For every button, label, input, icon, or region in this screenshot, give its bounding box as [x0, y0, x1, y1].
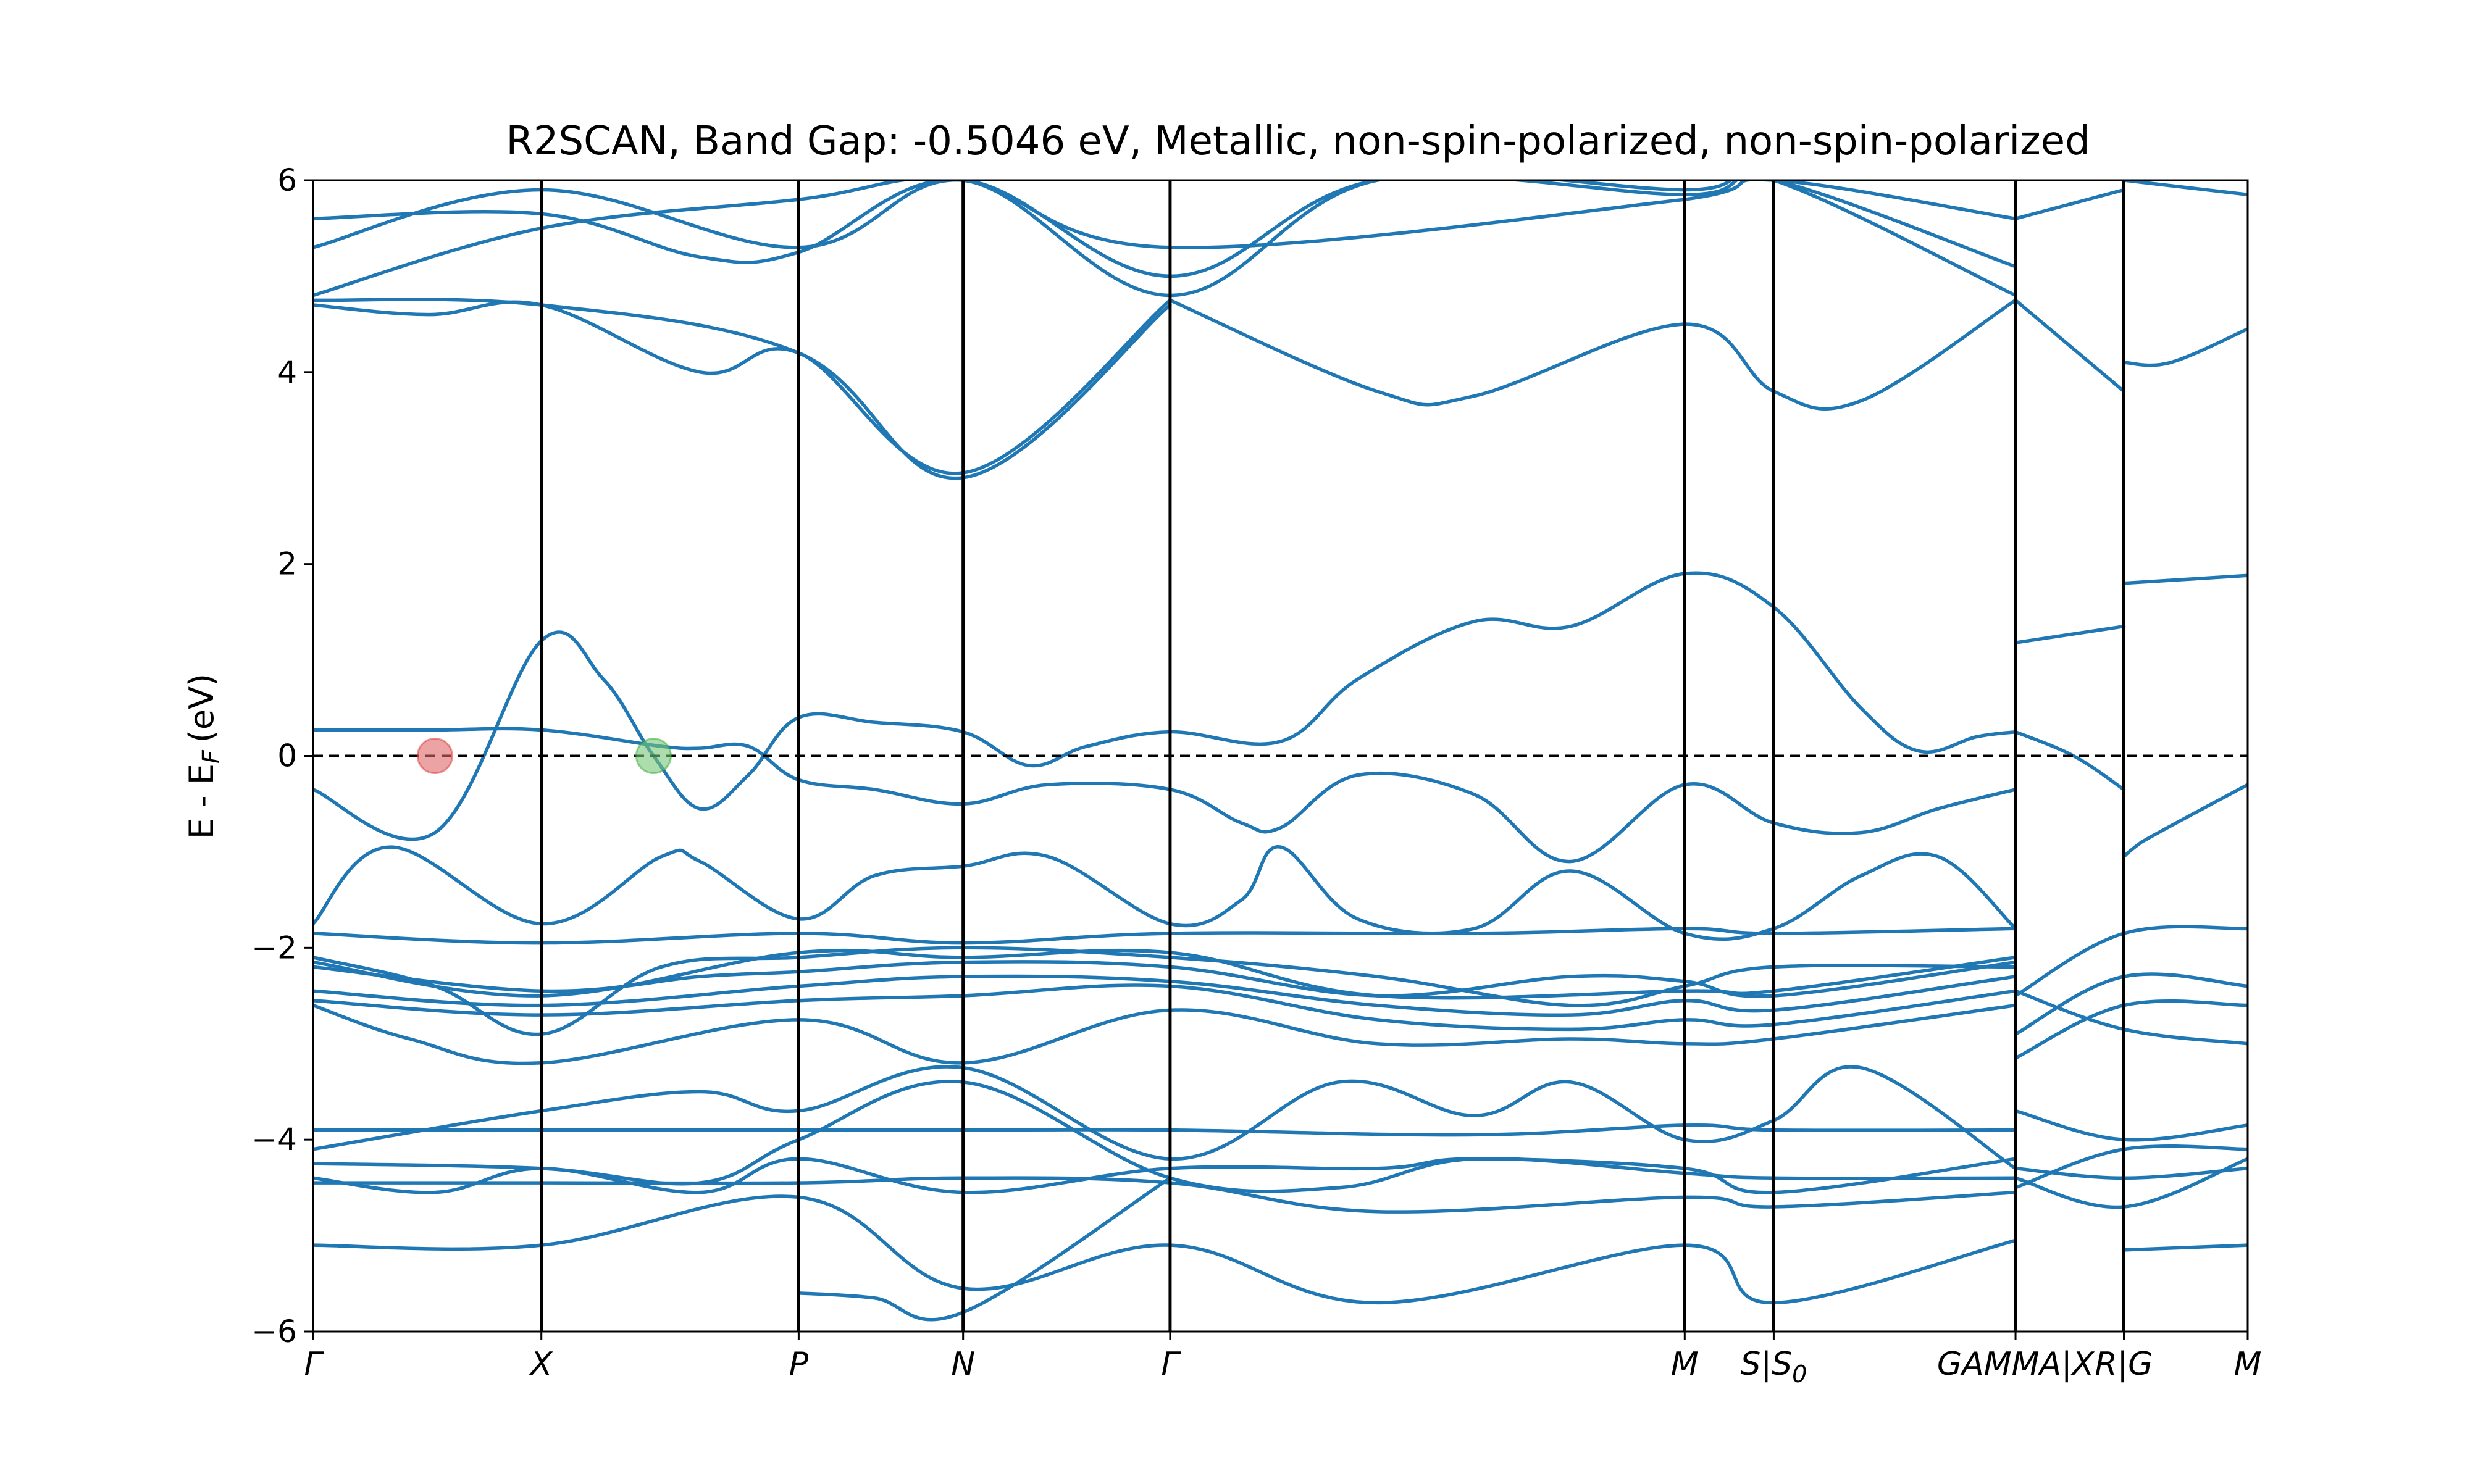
- x-tick-label-7: S|S0: [1741, 1346, 1807, 1388]
- band-line-7: [313, 845, 2017, 941]
- band-line-18: [2014, 989, 2248, 1046]
- y-tick-label-7: −6: [251, 1314, 297, 1349]
- y-tick-label-3: 2: [277, 546, 297, 582]
- band-line-13: [313, 1003, 2017, 1065]
- band-line-27: [2014, 1144, 2248, 1190]
- y-axis-label-main: E - E: [182, 764, 221, 839]
- band-line-21: [313, 1080, 2017, 1193]
- band-line-40: [2122, 180, 2248, 197]
- bands: [313, 180, 2248, 1322]
- plot-area: [312, 179, 2249, 1333]
- band-line-22: [313, 1157, 2017, 1194]
- x-tick-label-4: N: [951, 1346, 975, 1383]
- x-tick-label-6: M: [1671, 1346, 1699, 1383]
- band-line-24: [313, 1194, 2017, 1305]
- y-tick-label-4: 0: [277, 738, 297, 774]
- band-line-35: [2122, 327, 2248, 367]
- band-line-8: [313, 927, 2017, 945]
- y-tick-label-5: −2: [251, 930, 297, 965]
- chart-title: R2SCAN, Band Gap: -0.5046 eV, Metallic, …: [506, 119, 2090, 164]
- band-line-25: [797, 1176, 1172, 1322]
- band-line-1: [313, 571, 2017, 841]
- vbm-marker: [416, 738, 453, 774]
- x-axis-ticks: Γ X P N Γ M S|S0 GAMMA|X R|G M: [304, 1332, 2262, 1388]
- x-tick-label-10: M: [2234, 1346, 2262, 1383]
- band-line-4: [2122, 783, 2248, 859]
- band-line-39: [2014, 188, 2126, 220]
- band-line-36: [313, 180, 2017, 298]
- cbm-marker: [635, 738, 672, 774]
- band-line-3: [2014, 730, 2126, 791]
- band-line-5: [2014, 624, 2126, 644]
- y-axis-label-sub: F: [198, 749, 225, 764]
- x-tick-label-3: P: [789, 1346, 809, 1383]
- band-line-33: [1168, 298, 2017, 411]
- y-axis-label: E - EF (eV): [182, 673, 225, 839]
- band-line-26: [2014, 1109, 2248, 1142]
- y-tick-label-2: 4: [277, 354, 297, 390]
- band-edge-markers: [416, 738, 672, 774]
- y-tick-label-6: −4: [251, 1122, 297, 1157]
- band-line-38: [313, 180, 2017, 298]
- x-tick-label-8: GAMMA|X: [1937, 1346, 2095, 1383]
- band-line-29: [2014, 1157, 2248, 1209]
- x-tick-label-5: Γ: [1161, 1346, 1181, 1383]
- band-line-11: [313, 974, 2017, 1017]
- band-line-31: [313, 298, 1172, 480]
- y-tick-label-1: 6: [277, 162, 297, 198]
- band-line-37: [313, 180, 2017, 278]
- band-line-6: [2122, 573, 2248, 585]
- band-line-30: [2122, 1243, 2248, 1252]
- band-line-20: [313, 1065, 2017, 1170]
- x-tick-label-2: X: [529, 1346, 553, 1383]
- band-line-2: [313, 727, 2017, 864]
- y-axis-ticks: 6 4 2 0 −2 −4 −6: [251, 162, 313, 1349]
- x-tick-label-9: R|G: [2095, 1346, 2153, 1383]
- x-tick-label-1: Γ: [304, 1346, 325, 1383]
- y-axis-label-unit: (eV): [182, 673, 221, 743]
- band-line-12: [313, 983, 2017, 1032]
- band-line-15: [2014, 925, 2248, 998]
- band-line-34: [2014, 298, 2126, 393]
- band-line-32: [313, 298, 1172, 475]
